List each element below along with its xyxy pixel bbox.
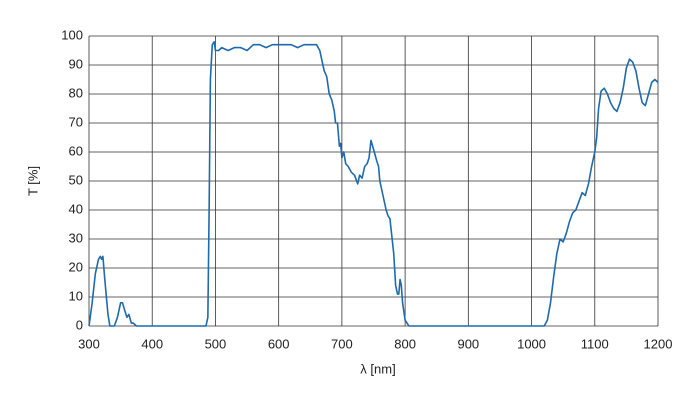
y-tick-label: 50 bbox=[69, 172, 83, 187]
y-tick-label: 60 bbox=[69, 143, 83, 158]
x-tick-label: 1200 bbox=[644, 336, 673, 351]
y-tick-label: 30 bbox=[69, 230, 83, 245]
x-tick-label: 600 bbox=[268, 336, 290, 351]
series-line bbox=[88, 41, 659, 327]
x-tick-label: 700 bbox=[331, 336, 353, 351]
x-axis-label: λ [nm] bbox=[360, 361, 395, 376]
y-tick-label: 90 bbox=[69, 56, 83, 71]
x-tick-label: 1100 bbox=[581, 336, 609, 351]
x-tick-label: 500 bbox=[205, 336, 227, 351]
y-tick-label: 10 bbox=[69, 288, 83, 303]
y-tick-label: 80 bbox=[69, 85, 83, 100]
y-axis-label: T [%] bbox=[25, 166, 40, 196]
x-tick-label: 400 bbox=[141, 336, 163, 351]
x-tick-label: 1000 bbox=[517, 336, 546, 351]
y-tick-label: 20 bbox=[69, 259, 83, 274]
x-tick-label: 900 bbox=[457, 336, 479, 351]
y-tick-label: 40 bbox=[69, 201, 83, 216]
y-tick-label: 70 bbox=[69, 114, 83, 129]
x-tick-label: 300 bbox=[78, 336, 100, 351]
y-tick-label: 100 bbox=[61, 27, 83, 42]
x-tick-label: 800 bbox=[394, 336, 416, 351]
y-tick-label: 0 bbox=[76, 317, 83, 332]
